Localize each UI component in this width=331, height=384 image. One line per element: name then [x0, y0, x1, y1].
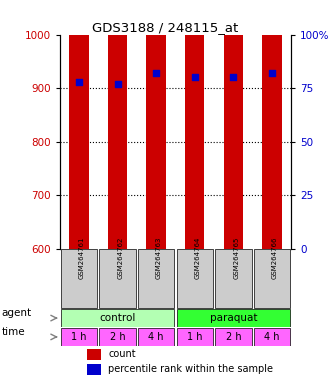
Text: GSM264762: GSM264762 — [118, 237, 123, 279]
Text: 1 h: 1 h — [187, 332, 203, 342]
Point — [269, 70, 275, 76]
Text: agent: agent — [2, 308, 32, 318]
Text: time: time — [2, 327, 25, 337]
Point — [231, 74, 236, 81]
FancyBboxPatch shape — [61, 249, 97, 308]
FancyBboxPatch shape — [254, 249, 290, 308]
Bar — [185, 0, 204, 249]
Bar — [224, 0, 243, 249]
Text: 1 h: 1 h — [71, 332, 87, 342]
Point — [154, 70, 159, 76]
FancyBboxPatch shape — [215, 328, 252, 346]
Text: GSM264765: GSM264765 — [233, 237, 239, 279]
Text: GSM264763: GSM264763 — [156, 237, 162, 279]
Bar — [87, 349, 101, 360]
FancyBboxPatch shape — [138, 249, 174, 308]
Text: GSM264764: GSM264764 — [195, 237, 201, 279]
FancyBboxPatch shape — [99, 328, 136, 346]
Point — [192, 74, 197, 81]
FancyBboxPatch shape — [99, 249, 136, 308]
Text: 2 h: 2 h — [225, 332, 241, 342]
Bar — [146, 0, 166, 249]
Bar — [69, 0, 88, 249]
FancyBboxPatch shape — [61, 309, 174, 327]
Bar — [87, 364, 101, 375]
FancyBboxPatch shape — [138, 328, 174, 346]
Text: GDS3188 / 248115_at: GDS3188 / 248115_at — [92, 21, 239, 34]
Point — [76, 79, 81, 85]
FancyBboxPatch shape — [177, 309, 290, 327]
Text: 4 h: 4 h — [148, 332, 164, 342]
FancyBboxPatch shape — [215, 249, 252, 308]
FancyBboxPatch shape — [177, 328, 213, 346]
Text: 2 h: 2 h — [110, 332, 125, 342]
FancyBboxPatch shape — [254, 328, 290, 346]
Text: GSM264766: GSM264766 — [272, 237, 278, 279]
FancyBboxPatch shape — [177, 249, 213, 308]
Bar — [108, 0, 127, 249]
Text: GSM264761: GSM264761 — [79, 237, 85, 279]
Text: percentile rank within the sample: percentile rank within the sample — [108, 364, 273, 374]
Bar — [262, 0, 282, 249]
Point — [115, 81, 120, 87]
Text: control: control — [99, 313, 136, 323]
Text: paraquat: paraquat — [210, 313, 257, 323]
Text: 4 h: 4 h — [264, 332, 280, 342]
FancyBboxPatch shape — [61, 328, 97, 346]
Text: count: count — [108, 349, 136, 359]
